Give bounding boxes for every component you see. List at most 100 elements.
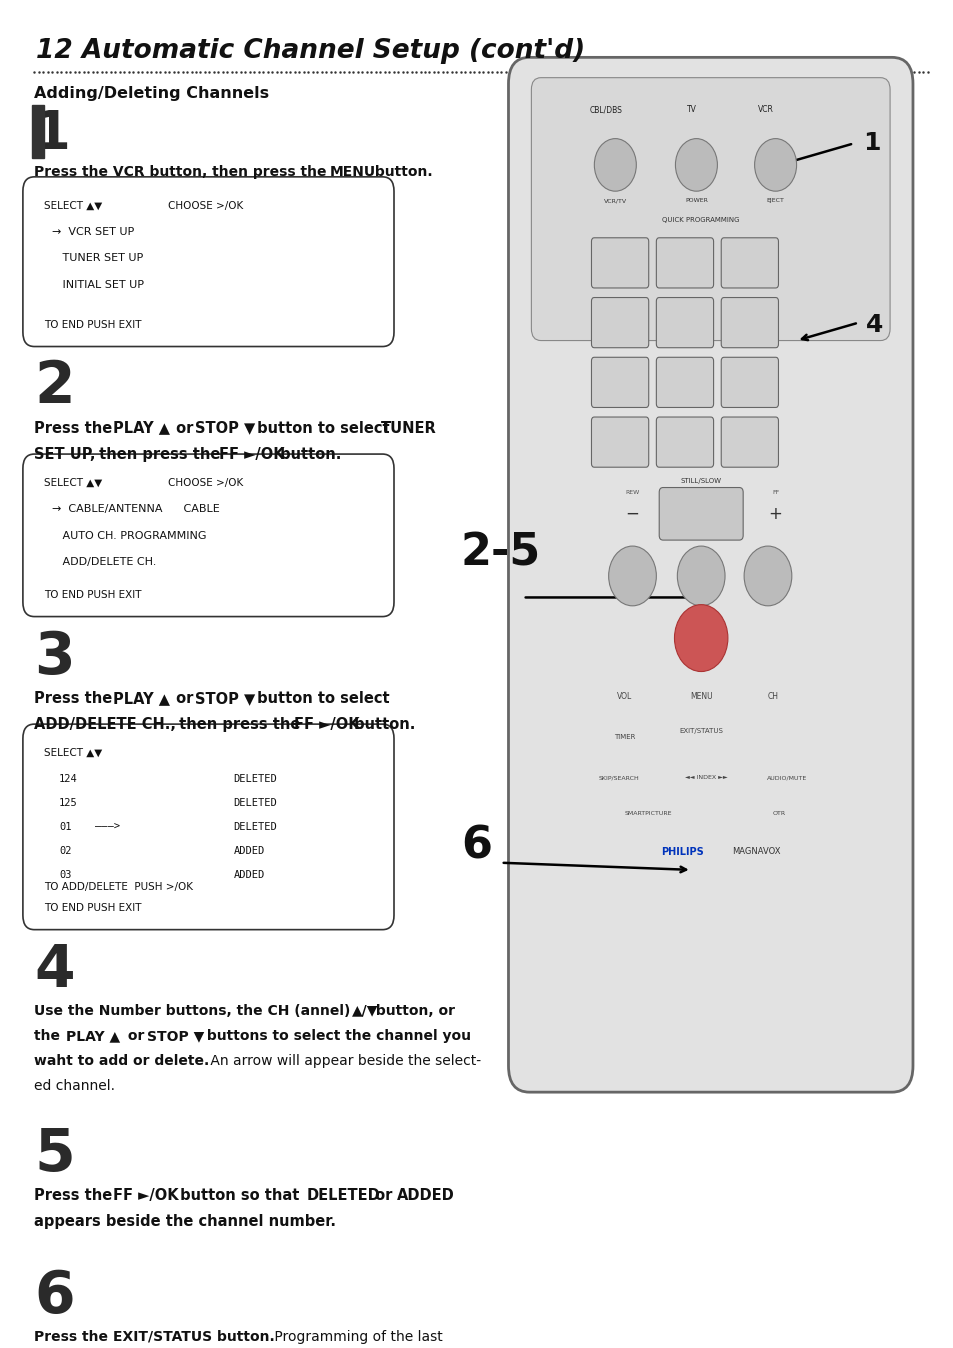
Text: STOP■: STOP■ <box>682 634 719 643</box>
Text: OTR: OTR <box>772 811 785 817</box>
Text: SPEED: SPEED <box>605 435 634 445</box>
Circle shape <box>608 546 656 605</box>
Text: 12 Automatic Channel Setup (cont'd): 12 Automatic Channel Setup (cont'd) <box>36 38 585 65</box>
Text: TIMER: TIMER <box>614 733 635 740</box>
Text: ADD/DELETE CH.: ADD/DELETE CH. <box>51 557 155 566</box>
Text: ADDED: ADDED <box>233 869 265 880</box>
Text: EJECT: EJECT <box>766 198 783 204</box>
Text: VCR: VCR <box>758 105 773 115</box>
Text: 2: 2 <box>34 359 75 415</box>
Text: ADD/DELETE CH.,: ADD/DELETE CH., <box>34 717 176 732</box>
Text: MAGNAVOX: MAGNAVOX <box>732 847 780 856</box>
Text: SELECT ▲▼: SELECT ▲▼ <box>44 748 102 758</box>
Text: CBL/DBS: CBL/DBS <box>589 105 621 115</box>
Text: TV: TV <box>686 105 696 115</box>
Text: waht to add or delete.: waht to add or delete. <box>34 1054 210 1068</box>
FancyBboxPatch shape <box>659 488 742 541</box>
Text: 2-5: 2-5 <box>460 531 540 574</box>
Text: STOP ▼: STOP ▼ <box>147 1029 204 1043</box>
Text: 6: 6 <box>744 314 754 328</box>
Text: STOP: STOP <box>678 282 691 287</box>
Text: then press the: then press the <box>94 448 226 462</box>
Text: EXIT/STATUS button.: EXIT/STATUS button. <box>112 1330 274 1344</box>
Circle shape <box>674 605 727 671</box>
Text: 2: 2 <box>679 255 689 267</box>
FancyBboxPatch shape <box>720 298 778 348</box>
Text: ———>: ———> <box>95 822 120 832</box>
FancyBboxPatch shape <box>23 454 394 616</box>
Text: SMARTPICTURE: SMARTPICTURE <box>624 811 672 817</box>
Bar <box>32 105 44 158</box>
Text: TO ADD/DELETE  PUSH >/OK: TO ADD/DELETE PUSH >/OK <box>44 882 193 892</box>
Text: EXIT/STATUS: EXIT/STATUS <box>679 728 722 733</box>
Text: 8: 8 <box>679 373 689 387</box>
Text: ADDED: ADDED <box>233 847 265 856</box>
FancyBboxPatch shape <box>720 417 778 468</box>
Text: button so that: button so that <box>174 1188 309 1202</box>
Text: MENU: MENU <box>330 164 375 179</box>
Text: −: − <box>625 504 639 523</box>
Text: TO END PUSH EXIT: TO END PUSH EXIT <box>44 321 141 330</box>
Text: FF ►/OK: FF ►/OK <box>294 717 359 732</box>
Text: STOP ▼: STOP ▼ <box>194 421 254 435</box>
Text: FF ►/OK: FF ►/OK <box>112 1188 178 1202</box>
Text: +: + <box>768 504 781 523</box>
Text: buttons to select the channel you: buttons to select the channel you <box>202 1029 471 1043</box>
Text: 124: 124 <box>59 774 78 785</box>
Text: An arrow will appear beside the select-: An arrow will appear beside the select- <box>206 1054 480 1068</box>
Text: DAILY: DAILY <box>678 342 691 346</box>
Text: or: or <box>123 1029 150 1043</box>
Text: button.: button. <box>274 448 341 462</box>
Text: TUNER: TUNER <box>380 421 436 435</box>
Text: Programming of the last: Programming of the last <box>270 1330 442 1344</box>
Text: button, or: button, or <box>371 1004 455 1018</box>
Text: TO END PUSH EXIT: TO END PUSH EXIT <box>44 903 141 914</box>
Text: 125: 125 <box>59 798 78 809</box>
Text: Press the: Press the <box>34 1330 113 1344</box>
Circle shape <box>743 546 791 605</box>
Circle shape <box>594 139 636 191</box>
Text: or: or <box>370 1188 397 1202</box>
Text: MENU: MENU <box>689 692 712 701</box>
Text: →  CABLE/ANTENNA      CABLE: → CABLE/ANTENNA CABLE <box>51 504 219 514</box>
Text: or: or <box>171 421 198 435</box>
Text: ◄◄: ◄◄ <box>623 572 640 581</box>
Text: PLAY ▲: PLAY ▲ <box>66 1029 120 1043</box>
Text: or: or <box>171 690 198 705</box>
Text: STILL/SLOW: STILL/SLOW <box>680 479 720 484</box>
Circle shape <box>677 546 724 605</box>
Circle shape <box>754 139 796 191</box>
Text: REW: REW <box>625 489 639 495</box>
Text: the: the <box>34 1029 65 1043</box>
Text: Press the: Press the <box>34 421 117 435</box>
Text: Use the Number buttons, the CH (annel): Use the Number buttons, the CH (annel) <box>34 1004 355 1018</box>
Text: 5: 5 <box>679 314 689 328</box>
FancyBboxPatch shape <box>656 417 713 468</box>
Text: WEEKLY: WEEKLY <box>740 342 759 346</box>
Text: CLEAR: CLEAR <box>735 435 763 445</box>
Text: appears beside the channel number.: appears beside the channel number. <box>34 1215 336 1229</box>
FancyBboxPatch shape <box>591 417 648 468</box>
Text: 1: 1 <box>615 255 624 267</box>
Text: ADDED: ADDED <box>396 1188 455 1202</box>
Text: DBS: DBS <box>615 342 624 346</box>
Text: 5: 5 <box>34 1126 75 1182</box>
Text: VCR/TV: VCR/TV <box>603 198 626 204</box>
Text: 01: 01 <box>59 822 71 832</box>
Text: button to select: button to select <box>252 690 389 705</box>
Text: ►►: ►► <box>691 507 710 520</box>
Text: STOP ▼: STOP ▼ <box>194 690 254 705</box>
FancyBboxPatch shape <box>720 357 778 407</box>
Text: POWER: POWER <box>684 198 707 204</box>
Text: AUDIO/MUTE: AUDIO/MUTE <box>766 775 806 780</box>
Text: FF ►/OK: FF ►/OK <box>219 448 285 462</box>
Text: ►: ► <box>697 572 704 581</box>
Text: Press the VCR button, then press the: Press the VCR button, then press the <box>34 164 332 179</box>
Text: ed channel.: ed channel. <box>34 1078 115 1093</box>
Text: 6: 6 <box>34 1268 75 1325</box>
FancyBboxPatch shape <box>591 357 648 407</box>
Text: TUNER SET UP: TUNER SET UP <box>51 253 143 263</box>
FancyBboxPatch shape <box>656 298 713 348</box>
FancyBboxPatch shape <box>508 58 912 1092</box>
Text: DELETED: DELETED <box>233 798 277 809</box>
